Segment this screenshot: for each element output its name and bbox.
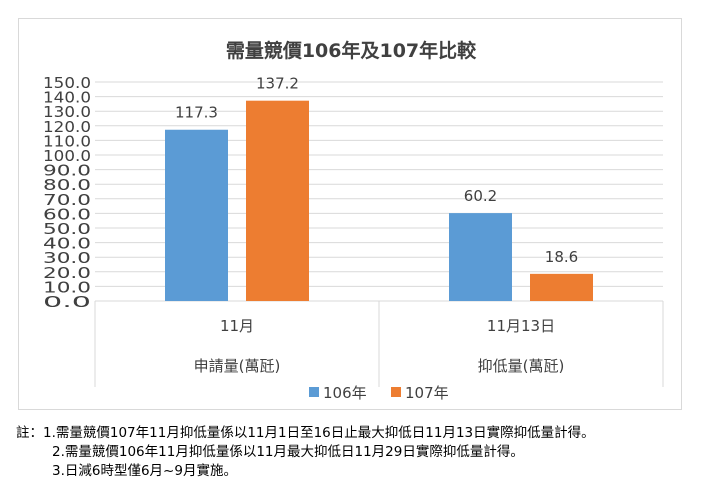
group-label: 抑低量(萬瓩) — [478, 357, 565, 375]
y-tick-label: 30.0 — [43, 249, 91, 267]
y-tick-label: 10.0 — [43, 278, 91, 296]
footnote-3: 3.日減6時型僅6月~9月實施。 — [52, 463, 237, 479]
data-label: 137.2 — [256, 75, 299, 93]
y-tick-label: 120.0 — [43, 118, 91, 136]
bar-chart: 需量競價106年及107年比較0.010.020.030.040.050.060… — [43, 39, 664, 402]
data-label: 18.6 — [545, 248, 578, 266]
category-label: 11月 — [220, 317, 254, 335]
y-tick-label: 100.0 — [43, 147, 91, 165]
bar — [530, 273, 593, 301]
y-tick-label: 20.0 — [43, 264, 91, 282]
legend-swatch — [309, 387, 319, 397]
y-tick-label: 0.0 — [43, 293, 91, 311]
y-tick-label: 130.0 — [43, 103, 91, 121]
chart-title: 需量競價106年及107年比較 — [226, 39, 477, 62]
bar — [246, 100, 309, 301]
y-tick-label: 110.0 — [43, 132, 91, 150]
group-label: 申請量(萬瓩) — [194, 357, 281, 375]
category-label: 11月13日 — [487, 317, 555, 335]
chart-area: 需量競價106年及107年比較 0.0 10.0 20.0 30.0 40.0 50.0 60… — [18, 18, 682, 410]
footnote-2: 2.需量競價106年11月抑低量係以11月最大抑低日11月29日實際抑低量計得。 — [52, 444, 524, 460]
legend-label: 107年 — [405, 384, 449, 402]
bar — [449, 213, 512, 301]
y-tick-label: 140.0 — [43, 89, 91, 107]
data-label: 60.2 — [464, 187, 497, 205]
y-tick-label: 50.0 — [43, 220, 91, 238]
legend-swatch — [391, 387, 401, 397]
y-tick-label: 90.0 — [43, 162, 91, 180]
y-tick-label: 40.0 — [43, 235, 91, 253]
y-tick-label: 80.0 — [43, 176, 91, 194]
footnote-1: 註：1.需量競價107年11月抑低量係以11月1日至16日止最大抑低日11月13… — [16, 425, 595, 441]
y-tick-label: 70.0 — [43, 191, 91, 209]
footnotes: 註：1.需量競價107年11月抑低量係以11月1日至16日止最大抑低日11月13… — [16, 424, 716, 481]
data-label: 117.3 — [175, 104, 218, 122]
bar — [165, 129, 228, 301]
legend-label: 106年 — [323, 384, 367, 402]
y-tick-label: 150.0 — [43, 74, 91, 92]
y-tick-label: 60.0 — [43, 205, 91, 223]
